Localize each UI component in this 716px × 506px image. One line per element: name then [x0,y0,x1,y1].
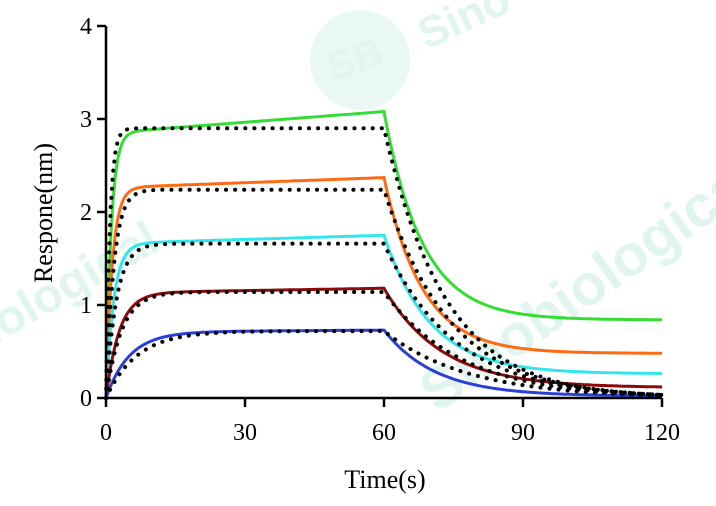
y-axis-title: Respone(nm) [29,143,58,283]
x-tick-label: 120 [644,420,680,446]
y-tick-label: 3 [80,107,92,133]
y-tick-label: 0 [80,386,92,412]
x-tick-label: 30 [233,420,257,446]
series-line-2 [104,176,662,399]
watermark-text: Sino [410,0,517,59]
x-tick-label: 0 [100,420,112,446]
series-line-3 [104,233,662,399]
fit-layer [104,126,664,400]
y-tick-label: 4 [80,14,92,40]
fit-curve-4 [104,290,664,400]
series-line-5 [104,328,662,399]
x-tick-label: 90 [511,420,535,446]
fit-curve-5 [104,329,664,400]
fit-curve-1 [104,126,664,400]
series-line-1 [104,110,662,399]
x-axis-title: Time(s) [344,465,425,494]
axes: 0 1 2 3 4 0 30 60 90 120 [80,14,680,446]
watermark-badge [310,10,410,110]
x-tick-label: 60 [372,420,396,446]
y-tick-label: 2 [80,200,92,226]
y-tick-label: 1 [80,293,92,319]
